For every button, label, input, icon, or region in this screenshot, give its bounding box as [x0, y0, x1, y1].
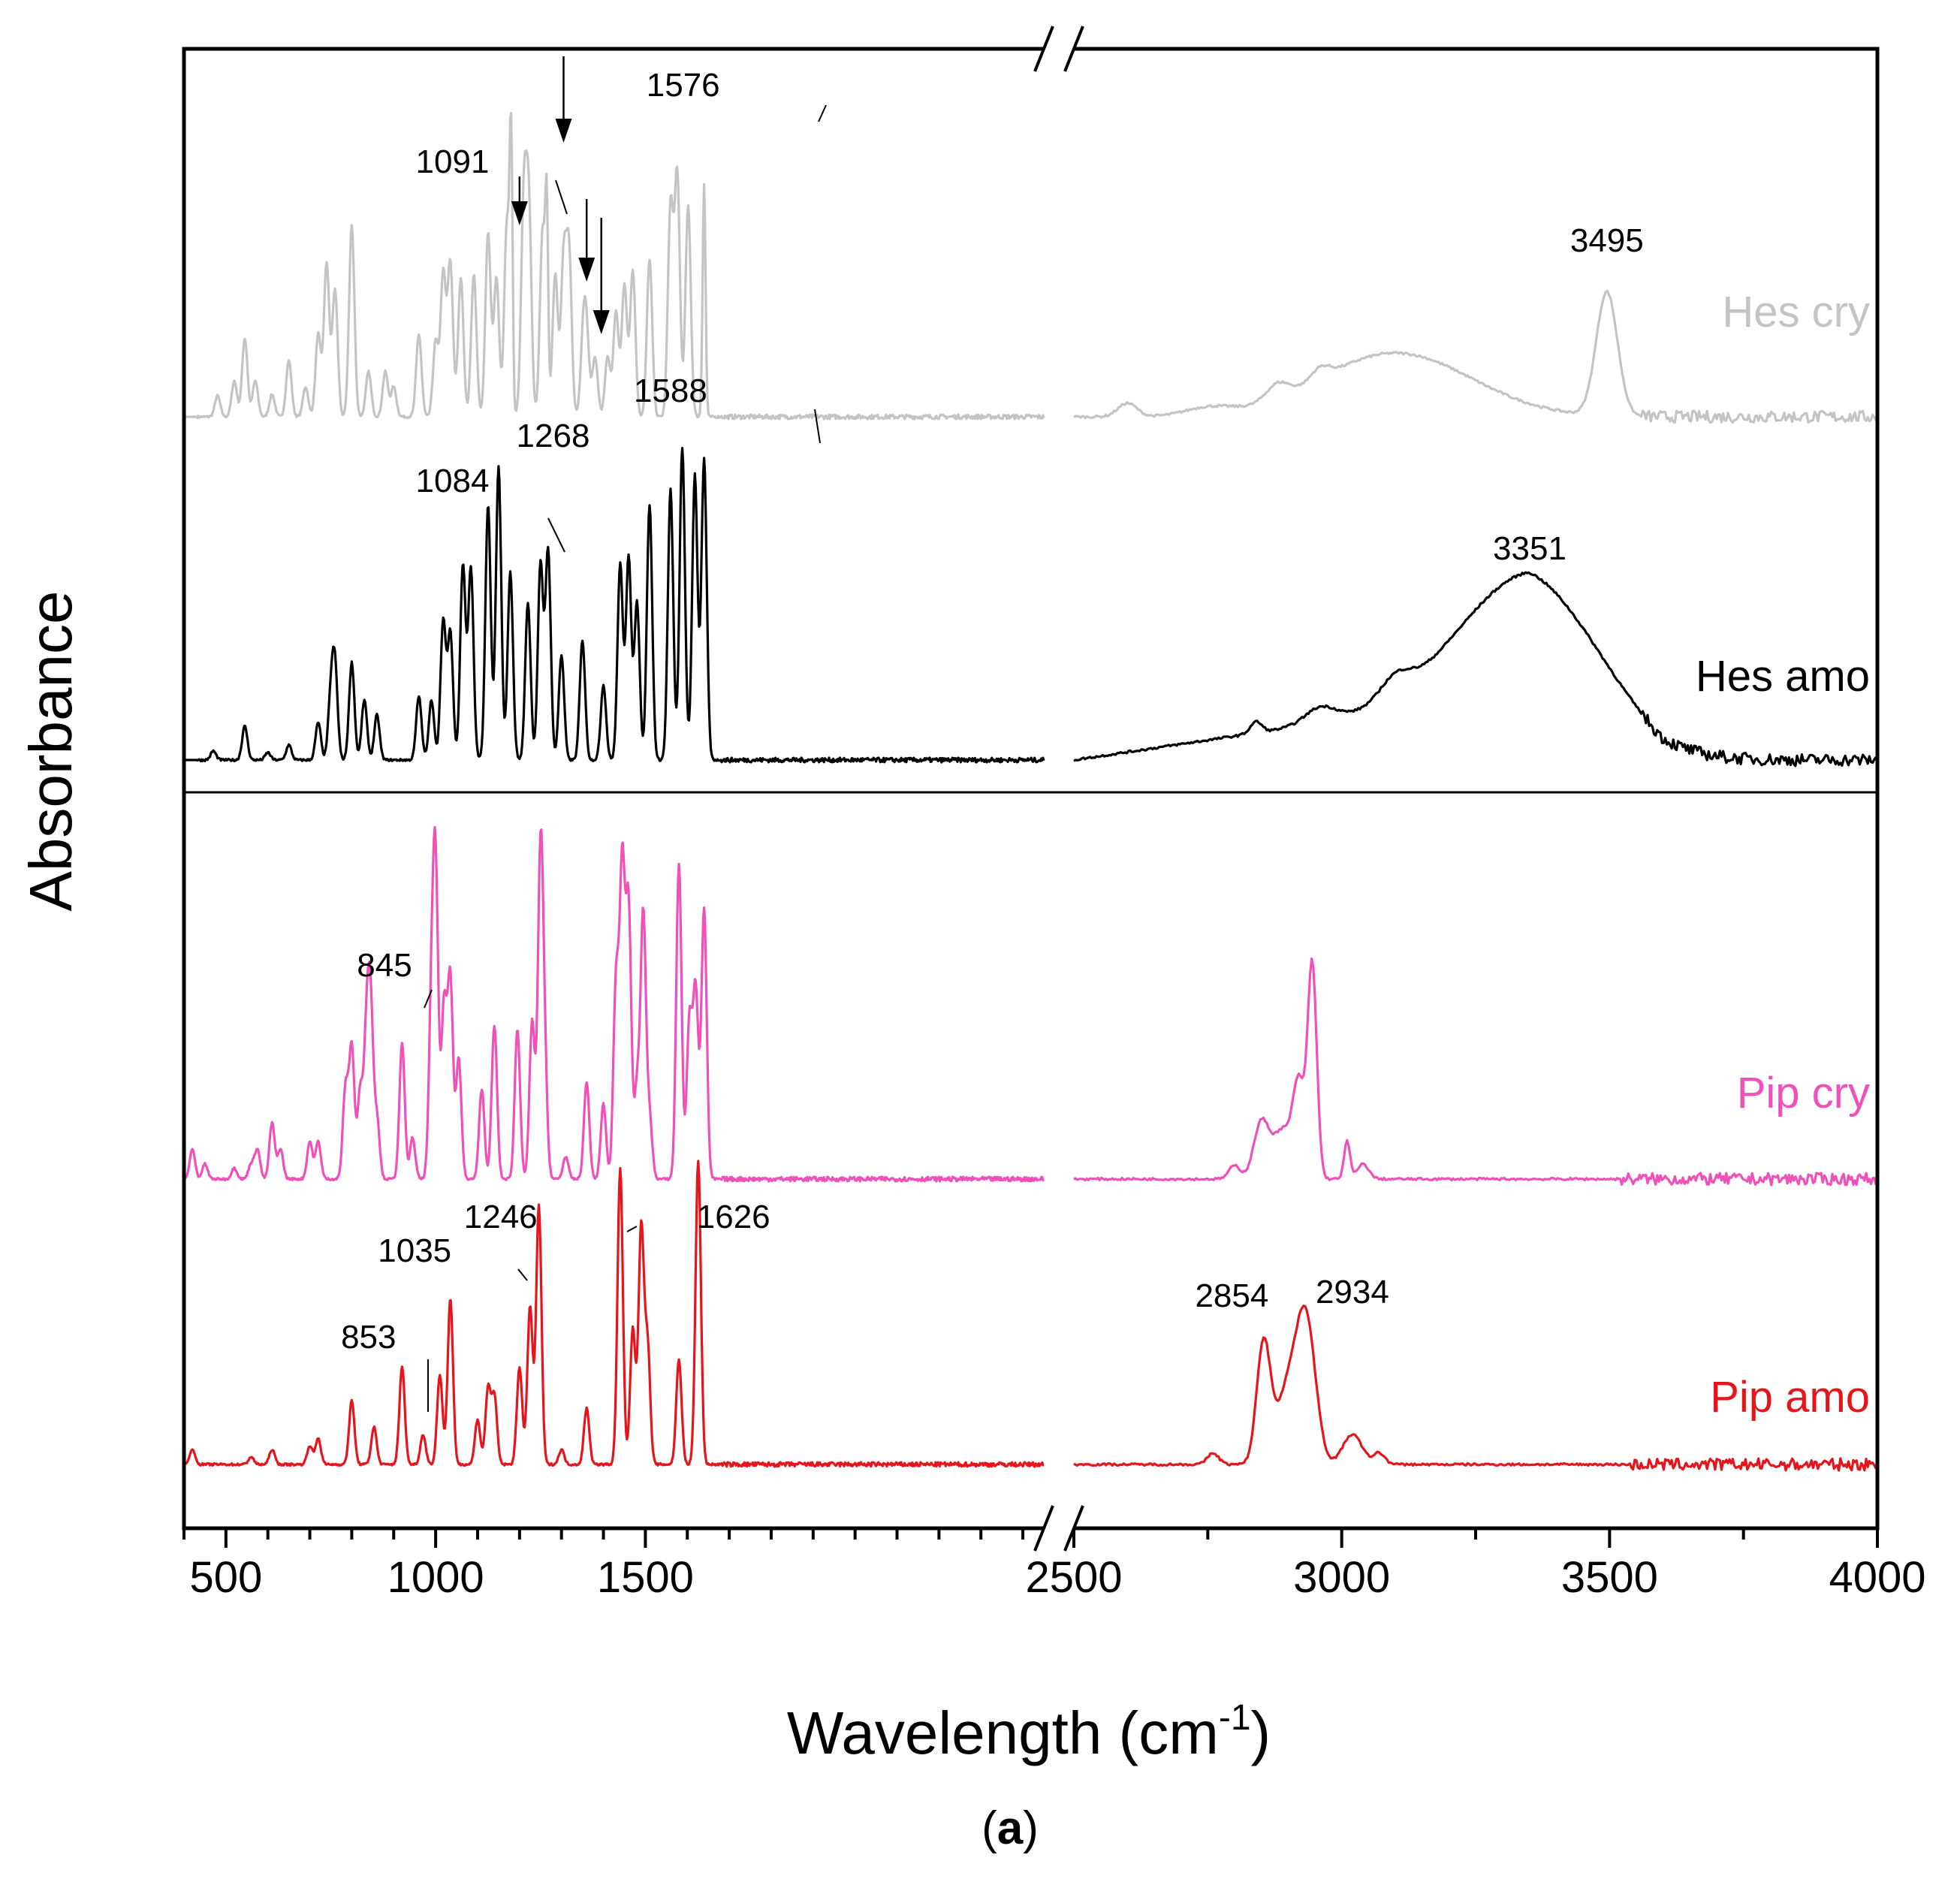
x-tick-label-3000: 3000	[1293, 1553, 1390, 1602]
peak-arrow	[511, 176, 528, 225]
series-hes-amo-line-left	[183, 446, 1045, 764]
axis-frame-left	[182, 47, 1044, 1531]
series-name-label: Pip amo	[1710, 1373, 1870, 1422]
series-hes-cry-line-right	[1073, 290, 1878, 424]
y-axis-label: Absorbance	[17, 591, 84, 912]
panel-label-letter: a	[997, 1802, 1024, 1854]
x-tick-label-2500: 2500	[1025, 1553, 1122, 1602]
peak-label-1268: 1268	[517, 418, 590, 454]
peak-label-1084: 1084	[416, 463, 490, 499]
x-tick-label-3500: 3500	[1561, 1553, 1658, 1602]
peak-leader-line	[814, 409, 821, 444]
peak-leader-line	[818, 104, 827, 122]
series-name-label: Hes amo	[1696, 652, 1870, 701]
series-name-label: Pip cry	[1737, 1069, 1870, 1117]
peak-label-1588: 1588	[634, 372, 707, 409]
arrow-layer	[511, 56, 610, 334]
series-hes-amo-line-right	[1073, 571, 1879, 768]
x-axis-label-main: Wavelength (cm	[787, 1700, 1219, 1766]
peak-arrow	[578, 199, 596, 282]
peak-label-1091: 1091	[416, 143, 490, 180]
peak-label-layer: 1091 1576 3495 1084 1268 1588 3351 845 853 1035 12…	[341, 67, 1870, 1422]
peak-arrow	[555, 56, 572, 143]
peak-leader-line	[424, 989, 433, 1009]
peak-label-1626: 1626	[697, 1199, 770, 1235]
x-tick-label-1500: 1500	[597, 1553, 694, 1602]
peak-label-3351: 3351	[1493, 530, 1566, 567]
x-tick-label-1000: 1000	[387, 1553, 484, 1602]
peak-leader-line	[547, 517, 565, 553]
series-pip-cry-line-right	[1073, 957, 1879, 1187]
panel-label-open: (	[982, 1802, 997, 1854]
series-pip-cry-line-left	[183, 825, 1045, 1183]
x-axis-label-close: )	[1251, 1700, 1271, 1766]
x-axis-label-superscript: -1	[1219, 1698, 1251, 1738]
x-tick-label-4000: 4000	[1829, 1553, 1925, 1602]
peak-label-853: 853	[341, 1319, 396, 1356]
peak-leader-line	[517, 1268, 528, 1281]
axis-break-mark	[1033, 26, 1084, 72]
peak-label-2934: 2934	[1316, 1274, 1389, 1310]
peak-label-1246: 1246	[464, 1199, 538, 1235]
peak-label-845: 845	[357, 947, 412, 984]
peak-label-1576: 1576	[647, 67, 720, 104]
x-axis-label: Wavelength (cm-1)	[787, 1698, 1271, 1766]
series-pip-amo-line-left	[183, 1160, 1045, 1468]
series-layer	[183, 111, 1879, 1472]
panel-label-close: )	[1023, 1802, 1039, 1854]
peak-arrow	[593, 218, 610, 334]
peak-leader-line	[626, 1226, 638, 1232]
series-pip-amo-line-right	[1073, 1304, 1879, 1472]
series-name-label: Hes cry	[1722, 288, 1870, 336]
panel-label: (a)	[982, 1802, 1039, 1854]
peak-label-1035: 1035	[378, 1232, 451, 1269]
peak-leader-line	[555, 179, 568, 215]
x-tick-label-500: 500	[189, 1553, 262, 1602]
peak-label-3495: 3495	[1570, 222, 1644, 259]
peak-label-2854: 2854	[1195, 1277, 1268, 1314]
series-hes-cry-line-left	[183, 111, 1045, 421]
axis-layer: 500 1000 1500 2500 3000 3500 4000	[182, 26, 1926, 1602]
